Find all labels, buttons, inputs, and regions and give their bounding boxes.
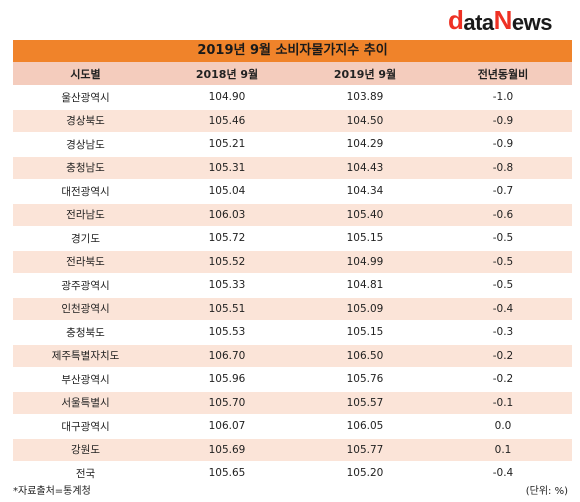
cell-2018: 105.33: [158, 273, 296, 298]
cell-region: 대전광역시: [13, 179, 158, 204]
cell-2018: 105.69: [158, 438, 296, 462]
cell-2018: 106.03: [158, 203, 296, 227]
cell-2018: 105.31: [158, 156, 296, 180]
table-row: 대구광역시 106.07 106.05 0.0: [13, 414, 572, 439]
table-row: 인천광역시 105.51 105.09 -0.4: [13, 297, 572, 321]
cell-yoy: -0.5: [434, 226, 572, 251]
table-row: 울산광역시 104.90 103.89 -1.0: [13, 85, 572, 110]
cell-region: 서울특별시: [13, 391, 158, 415]
cell-region: 대구광역시: [13, 414, 158, 439]
cell-yoy: -0.5: [434, 250, 572, 274]
logo-ews: ews: [511, 10, 553, 35]
cell-region: 경기도: [13, 226, 158, 251]
table-row: 경기도 105.72 105.15 -0.5: [13, 226, 572, 251]
cell-region: 경상남도: [13, 132, 158, 157]
cell-yoy: 0.0: [434, 414, 572, 439]
cell-2019: 104.43: [296, 156, 434, 180]
cell-region: 광주광역시: [13, 273, 158, 298]
cell-2019: 105.76: [296, 367, 434, 392]
cell-yoy: -0.4: [434, 461, 572, 486]
logo-n: N: [493, 5, 513, 35]
cell-yoy: -0.1: [434, 391, 572, 415]
table-row: 전라북도 105.52 104.99 -0.5: [13, 250, 572, 274]
table-row: 광주광역시 105.33 104.81 -0.5: [13, 273, 572, 298]
cell-2018: 105.52: [158, 250, 296, 274]
table-title: 2019년 9월 소비자물가지수 추이: [13, 40, 572, 62]
cell-yoy: -0.9: [434, 132, 572, 157]
cell-2019: 104.81: [296, 273, 434, 298]
cell-region: 충청남도: [13, 156, 158, 180]
cell-2019: 105.15: [296, 226, 434, 251]
cell-2018: 105.04: [158, 179, 296, 204]
cell-region: 충청북도: [13, 320, 158, 345]
table-row: 대전광역시 105.04 104.34 -0.7: [13, 179, 572, 204]
header-yoy: 전년동월비: [434, 62, 572, 86]
cell-2019: 104.29: [296, 132, 434, 157]
cell-2019: 105.15: [296, 320, 434, 345]
cell-2019: 105.40: [296, 203, 434, 227]
cell-2019: 105.77: [296, 438, 434, 462]
table-row: 부산광역시 105.96 105.76 -0.2: [13, 367, 572, 392]
cell-2019: 105.57: [296, 391, 434, 415]
cell-yoy: -0.6: [434, 203, 572, 227]
cell-2019: 106.05: [296, 414, 434, 439]
cell-yoy: -0.3: [434, 320, 572, 345]
cell-2018: 106.70: [158, 344, 296, 368]
cell-2019: 103.89: [296, 85, 434, 110]
table-row: 전국 105.65 105.20 -0.4: [13, 461, 572, 486]
table-row: 충청남도 105.31 104.43 -0.8: [13, 156, 572, 180]
header-region: 시도별: [13, 62, 158, 86]
cpi-table: 시도별 2018년 9월 2019년 9월 전년동월비 울산광역시 104.90 1…: [13, 62, 572, 486]
cell-2018: 106.07: [158, 414, 296, 439]
cell-2018: 105.96: [158, 367, 296, 392]
table-row: 경상북도 105.46 104.50 -0.9: [13, 109, 572, 133]
cell-yoy: 0.1: [434, 438, 572, 462]
header-2018: 2018년 9월: [158, 62, 296, 86]
cell-yoy: -0.7: [434, 179, 572, 204]
cell-2019: 105.09: [296, 297, 434, 321]
cell-2018: 104.90: [158, 85, 296, 110]
cell-2018: 105.72: [158, 226, 296, 251]
cell-2018: 105.51: [158, 297, 296, 321]
table-row: 경상남도 105.21 104.29 -0.9: [13, 132, 572, 157]
cell-2018: 105.65: [158, 461, 296, 486]
cell-2018: 105.46: [158, 109, 296, 133]
cell-region: 울산광역시: [13, 85, 158, 110]
cell-2018: 105.21: [158, 132, 296, 157]
cell-2019: 104.99: [296, 250, 434, 274]
cell-2019: 104.50: [296, 109, 434, 133]
cell-region: 부산광역시: [13, 367, 158, 392]
cell-yoy: -0.2: [434, 344, 572, 368]
cell-yoy: -1.0: [434, 85, 572, 110]
table-row: 서울특별시 105.70 105.57 -0.1: [13, 391, 572, 415]
cell-region: 경상북도: [13, 109, 158, 133]
cell-2018: 105.70: [158, 391, 296, 415]
table-row: 제주특별자치도 106.70 106.50 -0.2: [13, 344, 572, 368]
cell-yoy: -0.4: [434, 297, 572, 321]
table-row: 강원도 105.69 105.77 0.1: [13, 438, 572, 462]
cell-region: 제주특별자치도: [13, 344, 158, 368]
cell-yoy: -0.9: [434, 109, 572, 133]
cell-region: 전라북도: [13, 250, 158, 274]
header-row: 시도별 2018년 9월 2019년 9월 전년동월비: [13, 62, 572, 86]
cell-region: 강원도: [13, 438, 158, 462]
table-row: 충청북도 105.53 105.15 -0.3: [13, 320, 572, 345]
header-2019: 2019년 9월: [296, 62, 434, 86]
cell-region: 전국: [13, 461, 158, 486]
cell-2019: 104.34: [296, 179, 434, 204]
table-row: 전라남도 106.03 105.40 -0.6: [13, 203, 572, 227]
cell-yoy: -0.8: [434, 156, 572, 180]
cell-2018: 105.53: [158, 320, 296, 345]
cell-yoy: -0.5: [434, 273, 572, 298]
logo-d: d: [447, 5, 464, 35]
cell-region: 인천광역시: [13, 297, 158, 321]
logo-ata: ata: [463, 10, 494, 35]
cell-2019: 105.20: [296, 461, 434, 486]
cell-2019: 106.50: [296, 344, 434, 368]
source-note: *자료출처=통계청: [13, 486, 91, 497]
cell-yoy: -0.2: [434, 367, 572, 392]
unit-note: (단위: %): [525, 486, 568, 497]
cell-region: 전라남도: [13, 203, 158, 227]
